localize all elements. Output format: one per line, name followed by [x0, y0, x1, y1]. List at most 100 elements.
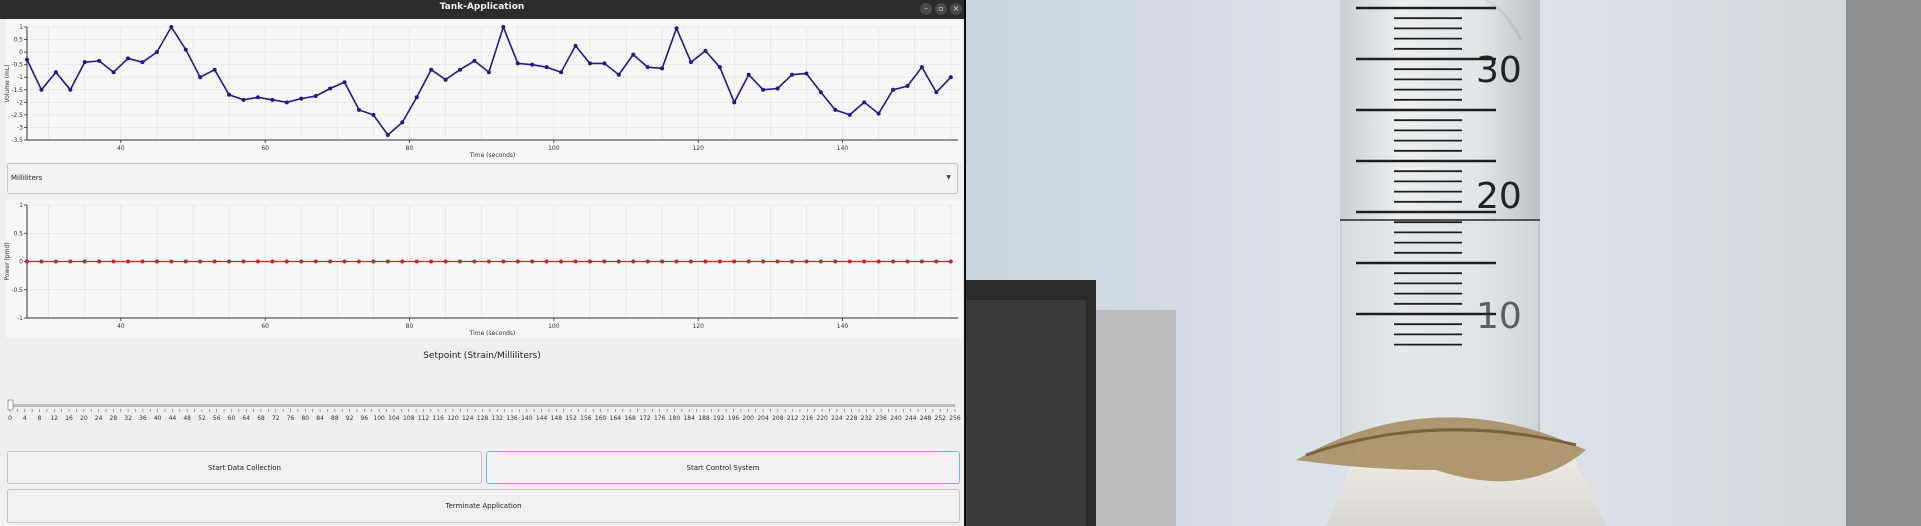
power-point [458, 259, 463, 264]
slider-tick-label: 156 [580, 415, 592, 422]
power-point [530, 259, 535, 264]
x-tick-label: 120 [692, 323, 704, 330]
start-control-system-button[interactable]: Start Control System [486, 451, 960, 484]
volume-point [631, 52, 636, 57]
power-point [631, 259, 636, 264]
y-axis-label: Power (pmd) [4, 242, 11, 280]
power-point [732, 259, 737, 264]
slider-tick-label: 24 [95, 415, 103, 422]
slider-tick-label: 100 [373, 415, 385, 422]
slider-tick-label: 236 [875, 415, 887, 422]
slider-tick-label: 80 [301, 415, 309, 422]
power-point [948, 259, 953, 264]
grey-block [1096, 310, 1176, 526]
slider-tick-label: 132 [492, 415, 504, 422]
setpoint-slider[interactable]: 0 4 8 12 16 20 24 28 32 36 40 44 48 52 56 60 64 68 72 76 80 8… [0, 398, 964, 428]
volume-point [227, 92, 232, 97]
maximize-button[interactable]: ▫ [935, 3, 947, 15]
slider-tick-label: 204 [757, 415, 769, 422]
volume-point [82, 60, 87, 65]
x-tick-label: 40 [117, 145, 125, 152]
twine-strand [1305, 428, 1577, 457]
slider-tick-label: 68 [257, 415, 265, 422]
slider-tick-label: 96 [361, 415, 369, 422]
power-point [761, 259, 766, 264]
slider-handle[interactable] [7, 399, 14, 411]
power-point [616, 259, 621, 264]
slider-tick-label: 164 [610, 415, 622, 422]
volume-point [746, 72, 751, 77]
slider-tick-label: 192 [713, 415, 725, 422]
slider-tick-label: 232 [861, 415, 873, 422]
power-point [183, 259, 188, 264]
volume-point [804, 71, 809, 76]
volume-point [891, 87, 896, 92]
slider-tick-label: 256 [949, 415, 961, 422]
power-point [140, 259, 145, 264]
volume-point [790, 72, 795, 77]
volume-point [429, 67, 434, 72]
setpoint-label: Setpoint (Strain/Milliliters) [423, 351, 541, 361]
minimize-button[interactable]: – [920, 3, 932, 15]
slider-tick-label: 28 [110, 415, 118, 422]
slider-tick-label: 148 [551, 415, 563, 422]
slider-groove[interactable] [10, 404, 955, 407]
volume-point [400, 120, 405, 125]
volume-point [660, 66, 665, 71]
slider-tick-label: 220 [816, 415, 828, 422]
slider-tick-label: 244 [905, 415, 917, 422]
power-point [876, 259, 881, 264]
title-bar[interactable]: Tank-Application – ▫ × [0, 0, 964, 19]
y-tick-label: -1 [17, 315, 23, 322]
window-title: Tank-Application [439, 2, 525, 12]
power-point [111, 259, 116, 264]
power-point [544, 259, 549, 264]
volume-point [732, 100, 737, 105]
volume-point [544, 65, 549, 70]
slider-tick-label: 212 [787, 415, 799, 422]
volume-point [371, 112, 376, 117]
power-point [284, 259, 289, 264]
y-tick-label: 0 [19, 259, 23, 266]
volume-point [140, 60, 145, 65]
slider-tick-label: 184 [683, 415, 695, 422]
slider-tick-label: 108 [403, 415, 415, 422]
slider-tick-label: 140 [521, 415, 533, 422]
terminate-application-button[interactable]: Terminate Application [7, 489, 960, 523]
x-tick-label: 80 [406, 323, 414, 330]
volume-point [501, 25, 506, 29]
slider-tick-label: 4 [23, 415, 27, 422]
close-button[interactable]: × [950, 3, 962, 15]
power-point [847, 259, 852, 264]
units-dropdown[interactable]: Milliliters ▼ [7, 163, 958, 194]
power-point [587, 259, 592, 264]
volume-plot: 1 0.5 0 -0.5 -1 -1.5 -2 -2.5 -3 -3.5 40 60 80 100 120… [4, 20, 962, 162]
start-data-collection-button[interactable]: Start Data Collection [7, 451, 482, 484]
y-tick-label: -0.5 [11, 62, 23, 69]
power-point [53, 259, 58, 264]
slider-tick-label: 240 [890, 415, 902, 422]
slider-tick-label: 172 [639, 415, 651, 422]
volume-point [356, 107, 361, 112]
volume-point [703, 48, 708, 53]
power-point [414, 259, 419, 264]
slider-tick-label: 188 [698, 415, 710, 422]
slider-tick-label: 44 [169, 415, 177, 422]
dark-block-face [966, 300, 1086, 526]
slider-tick-label: 64 [242, 415, 250, 422]
volume-point [818, 90, 823, 95]
volume-point [284, 100, 289, 105]
slider-tick-label: 52 [198, 415, 206, 422]
power-point [602, 259, 607, 264]
cylinder-label-10: 10 [1476, 296, 1522, 337]
power-point [891, 259, 896, 264]
y-tick-label: -1 [17, 74, 23, 81]
power-point [400, 259, 405, 264]
slider-tick-label: 116 [432, 415, 444, 422]
x-tick-label: 60 [261, 323, 269, 330]
power-point [660, 259, 665, 264]
power-point [443, 259, 448, 264]
slider-tick-label: 248 [920, 415, 932, 422]
slider-tick-label: 84 [316, 415, 324, 422]
slider-tick-label: 168 [624, 415, 636, 422]
